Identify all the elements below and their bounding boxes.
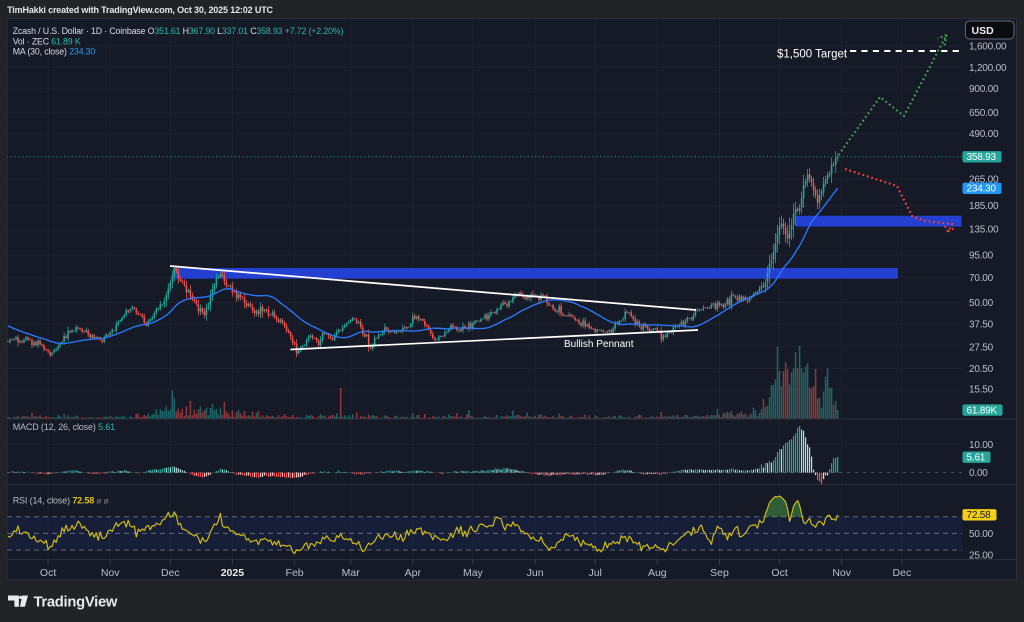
- svg-text:Vol · ZEC 61.89 K: Vol · ZEC 61.89 K: [13, 36, 81, 46]
- svg-text:37.50: 37.50: [969, 319, 994, 330]
- svg-text:72.58: 72.58: [967, 510, 992, 521]
- svg-text:25.00: 25.00: [969, 551, 994, 562]
- svg-text:Jul: Jul: [588, 567, 601, 579]
- svg-text:Bullish Pennant: Bullish Pennant: [564, 339, 634, 350]
- svg-text:358.93: 358.93: [967, 152, 997, 163]
- svg-text:Dec: Dec: [893, 567, 912, 579]
- svg-text:TradingView: TradingView: [34, 594, 118, 610]
- svg-text:15.50: 15.50: [969, 385, 994, 396]
- svg-text:27.50: 27.50: [969, 342, 994, 353]
- svg-text:650.00: 650.00: [969, 108, 999, 119]
- svg-text:USD: USD: [972, 25, 995, 37]
- svg-text:265.00: 265.00: [969, 175, 999, 186]
- svg-text:Oct: Oct: [40, 567, 56, 579]
- svg-text:Sep: Sep: [710, 567, 729, 579]
- svg-text:MACD (12, 26, close) 5.61: MACD (12, 26, close) 5.61: [13, 422, 115, 432]
- svg-text:2025: 2025: [221, 567, 245, 579]
- svg-text:490.00: 490.00: [969, 129, 999, 140]
- svg-text:234.30: 234.30: [967, 184, 997, 195]
- svg-text:900.00: 900.00: [969, 84, 999, 95]
- svg-text:95.00: 95.00: [969, 251, 994, 262]
- svg-text:185.00: 185.00: [969, 201, 999, 212]
- svg-text:Dec: Dec: [161, 567, 180, 579]
- svg-text:1,200.00: 1,200.00: [969, 63, 1007, 74]
- svg-text:Apr: Apr: [405, 567, 422, 579]
- svg-text:Zcash / U.S. Dollar · 1D · Coi: Zcash / U.S. Dollar · 1D · Coinbase O351…: [13, 26, 344, 36]
- svg-text:10.00: 10.00: [969, 440, 994, 451]
- svg-text:MA (30, close) 234.30: MA (30, close) 234.30: [13, 47, 96, 57]
- svg-text:Oct: Oct: [771, 567, 787, 579]
- svg-text:50.00: 50.00: [969, 298, 994, 309]
- svg-text:135.00: 135.00: [969, 225, 999, 236]
- svg-text:Aug: Aug: [648, 567, 667, 579]
- svg-text:RSI (14, close) 72.58 ø ø: RSI (14, close) 72.58 ø ø: [13, 496, 109, 506]
- svg-text:Mar: Mar: [342, 567, 361, 579]
- svg-text:20.50: 20.50: [969, 364, 994, 375]
- svg-text:Nov: Nov: [101, 567, 120, 579]
- svg-text:5.61: 5.61: [967, 453, 986, 464]
- svg-text:Nov: Nov: [832, 567, 851, 579]
- svg-text:$1,500 Target: $1,500 Target: [777, 49, 848, 61]
- svg-text:1,600.00: 1,600.00: [969, 42, 1007, 53]
- svg-text:Feb: Feb: [286, 567, 304, 579]
- svg-text:70.00: 70.00: [969, 273, 994, 284]
- svg-text:50.00: 50.00: [969, 529, 994, 540]
- svg-text:TimHakki created with TradingV: TimHakki created with TradingView.com, O…: [7, 5, 273, 15]
- svg-text:May: May: [463, 567, 484, 579]
- svg-text:Jun: Jun: [527, 567, 544, 579]
- svg-text:61.89K: 61.89K: [967, 406, 998, 417]
- svg-text:0.00: 0.00: [969, 468, 988, 479]
